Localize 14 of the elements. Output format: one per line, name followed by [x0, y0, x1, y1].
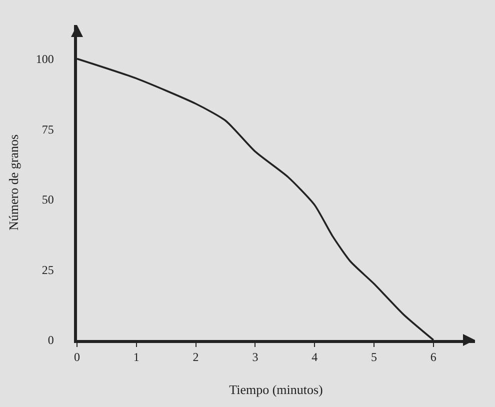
- x-tick-label: 5: [371, 350, 378, 364]
- y-tick-label: 0: [48, 333, 54, 348]
- x-tick-label: 6: [430, 350, 436, 364]
- x-tick-label: 2: [192, 350, 199, 364]
- x-tick-label: 1: [133, 350, 140, 364]
- x-tick-label: 3: [252, 350, 258, 364]
- x-tick-label: 4: [312, 350, 318, 364]
- x-tick-label: 0: [74, 350, 80, 364]
- y-axis-title: Número de granos: [6, 134, 21, 231]
- x-axis-title: Tiempo (minutos): [229, 382, 323, 397]
- y-tick-label: 100: [36, 52, 54, 66]
- y-tick-label: 25: [42, 262, 54, 277]
- y-tick-label: 50: [42, 192, 54, 207]
- y-tick-label: 75: [42, 122, 54, 136]
